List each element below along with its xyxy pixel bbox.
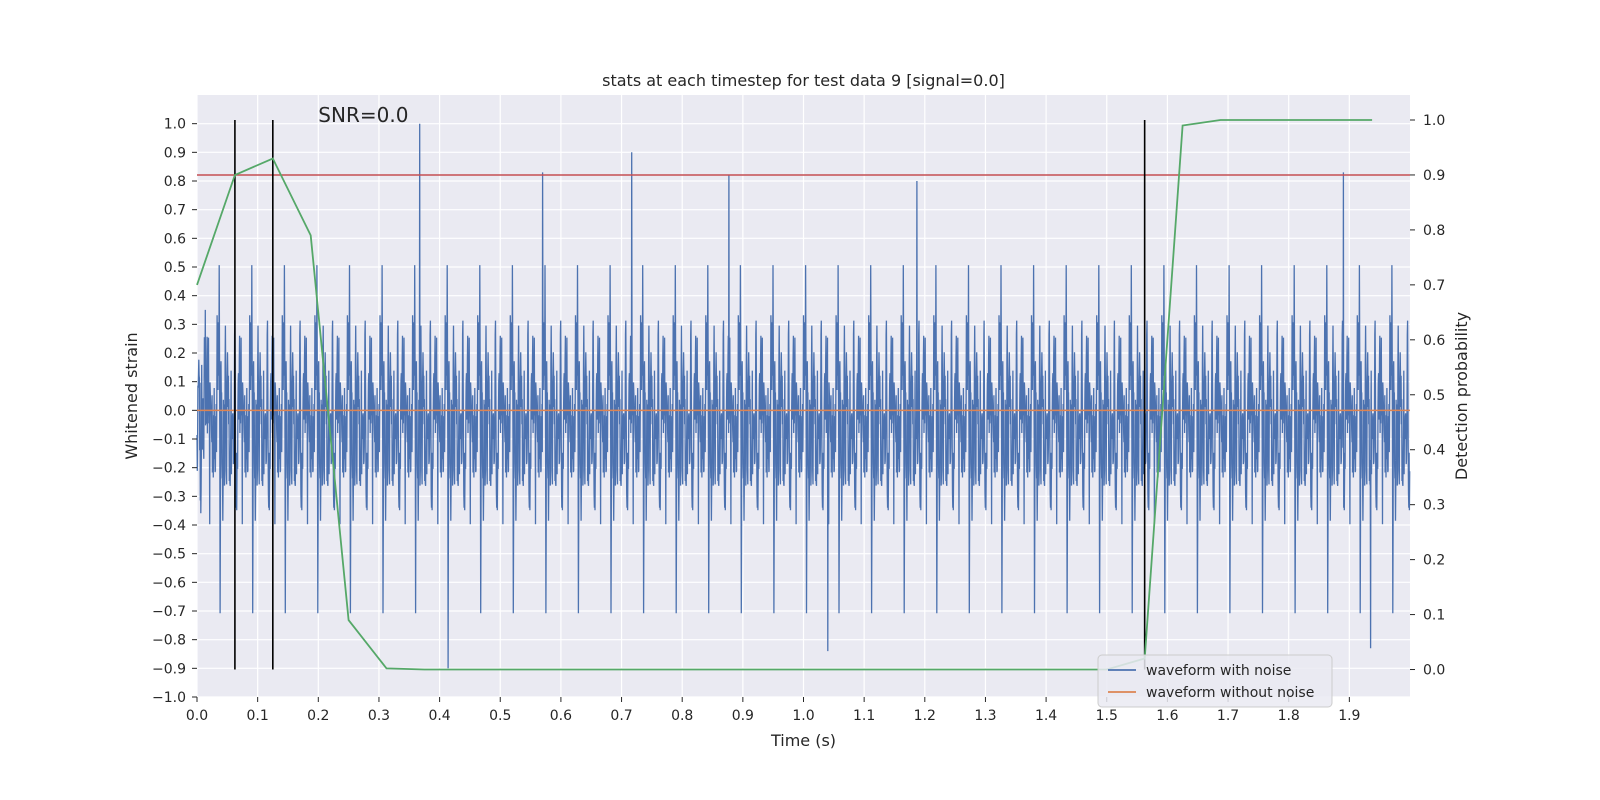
y-tick-label: −0.1: [152, 432, 186, 448]
x-tick-label: 1.9: [1338, 708, 1360, 724]
x-tick-label: 1.6: [1156, 708, 1178, 724]
x-axis-label: Time (s): [770, 731, 836, 750]
x-tick-label: 0.2: [307, 708, 329, 724]
x-tick-label: 0.1: [247, 708, 269, 724]
detection-probability-line: [196, 119, 1373, 671]
y2-tick-label: 0.3: [1423, 498, 1445, 514]
y-tick-label: 0.9: [164, 145, 186, 161]
y2-tick-label: 0.6: [1423, 333, 1445, 349]
y-tick-label: 0.5: [164, 260, 186, 276]
y-axis-label: Whitened strain: [122, 332, 141, 459]
x-tick-label: 0.8: [671, 708, 693, 724]
y2-tick-label: 0.4: [1423, 443, 1445, 459]
y-tick-label: −0.6: [152, 575, 186, 591]
chart-title: stats at each timestep for test data 9 […: [602, 71, 1005, 90]
y-tick-label: −1.0: [152, 690, 186, 706]
x-tick-label: 1.5: [1096, 708, 1118, 724]
y2-tick-label: 1.0: [1423, 113, 1445, 129]
snr-annotation: SNR=0.0: [318, 103, 408, 127]
noise-waveform-layer: [196, 123, 1411, 669]
y2-tick-label: 0.0: [1423, 663, 1445, 679]
x-tick-label: 0.6: [550, 708, 572, 724]
x-tick-label: 0.4: [428, 708, 450, 724]
x-tick-label: 1.3: [974, 708, 996, 724]
y-tick-label: 0.2: [164, 346, 186, 362]
x-tick-label: 0.0: [186, 708, 208, 724]
y-tick-label: 0.3: [164, 317, 186, 333]
y2-tick-label: 0.7: [1423, 278, 1445, 294]
legend-label-clean: waveform without noise: [1146, 685, 1314, 701]
x-tick-label: 1.0: [792, 708, 814, 724]
x-axis-ticks: 0.0 0.1 0.2 0.3 0.4 0.5 0.6 0.7 0.8 0.9 1.0 1.1 1.2 1…: [186, 697, 1360, 724]
x-tick-label: 1.1: [853, 708, 875, 724]
y-axis-ticks: −1.0 −0.9 −0.8 −0.7 −0.6 −0.5 −0.4 −0.3 −0.2 −0.1…: [152, 117, 197, 706]
x-tick-label: 0.5: [489, 708, 511, 724]
x-tick-label: 1.4: [1035, 708, 1057, 724]
y2-tick-label: 0.1: [1423, 608, 1445, 624]
y-tick-label: −0.9: [152, 661, 186, 677]
x-tick-label: 0.3: [368, 708, 390, 724]
noise-waveform-line: [196, 123, 1411, 669]
y2-axis-ticks: 0.0 0.1 0.2 0.3 0.4 0.5 0.6 0.7 0.8 0.9 1.0: [1410, 113, 1445, 679]
y-tick-label: 0.8: [164, 174, 186, 190]
y-tick-label: 0.4: [164, 289, 186, 305]
y-tick-label: −0.7: [152, 604, 186, 620]
x-tick-label: 1.7: [1217, 708, 1239, 724]
y2-tick-label: 0.2: [1423, 553, 1445, 569]
y-tick-label: −0.3: [152, 489, 186, 505]
legend: waveform with noise waveform without noi…: [1097, 654, 1333, 708]
y-tick-label: 1.0: [164, 117, 186, 133]
legend-label-noise: waveform with noise: [1146, 663, 1291, 679]
detection-markers-layer: [234, 120, 1146, 670]
x-tick-label: 0.7: [610, 708, 632, 724]
y-tick-label: −0.8: [152, 633, 186, 649]
y-tick-label: 0.0: [164, 403, 186, 419]
x-tick-label: 0.9: [732, 708, 754, 724]
y2-tick-label: 0.8: [1423, 223, 1445, 239]
y-tick-label: −0.5: [152, 547, 186, 563]
y-tick-label: −0.2: [152, 461, 186, 477]
x-tick-label: 1.2: [914, 708, 936, 724]
y-tick-label: 0.1: [164, 375, 186, 391]
x-tick-label: 1.8: [1278, 708, 1300, 724]
y-tick-label: 0.6: [164, 231, 186, 247]
y2-tick-label: 0.9: [1423, 168, 1445, 184]
legend-box: [1097, 654, 1333, 708]
detection-probability-layer: [196, 119, 1373, 671]
y2-axis-label: Detection probability: [1452, 312, 1471, 480]
y2-tick-label: 0.5: [1423, 388, 1445, 404]
y-tick-label: −0.4: [152, 518, 186, 534]
y-tick-label: 0.7: [164, 203, 186, 219]
